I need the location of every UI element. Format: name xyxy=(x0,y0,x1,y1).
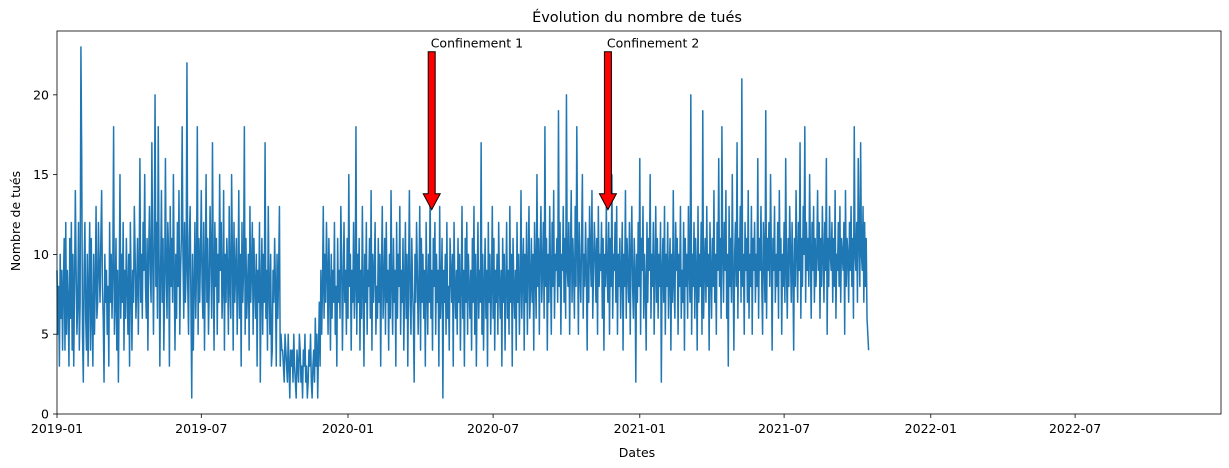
x-tick-label: 2020-07 xyxy=(467,421,519,436)
x-tick-label: 2022-01 xyxy=(905,421,957,436)
x-axis: 2019-01 2019-07 2020-01 2020-07 2021-01 2021-… xyxy=(31,414,1101,436)
data-series xyxy=(56,46,870,399)
y-tick-label: 15 xyxy=(33,167,49,182)
annotations: Confinement 1 Confinement 2 xyxy=(422,36,699,211)
x-axis-label: Dates xyxy=(619,445,655,460)
x-tick-label: 2021-01 xyxy=(614,421,666,436)
x-tick-label: 2021-07 xyxy=(758,421,810,436)
chart-title: Évolution du nombre de tués xyxy=(532,9,742,26)
annotation-label-1: Confinement 1 xyxy=(431,36,523,51)
x-tick-label: 2019-01 xyxy=(31,421,83,436)
y-tick-label: 0 xyxy=(41,407,49,422)
plot-frame xyxy=(56,30,1222,415)
y-axis-label: Nombre de tués xyxy=(8,171,23,271)
series-line-0 xyxy=(56,46,870,399)
y-axis: 0 5 10 15 20 xyxy=(33,87,57,422)
x-tick-label: 2020-01 xyxy=(322,421,374,436)
x-tick-label: 2022-07 xyxy=(1049,421,1101,436)
y-tick-label: 10 xyxy=(33,247,49,262)
x-tick-label: 2019-07 xyxy=(175,421,227,436)
annotation-arrow-2 xyxy=(598,51,618,211)
y-tick-label: 5 xyxy=(41,327,49,342)
annotation-label-2: Confinement 2 xyxy=(607,36,699,51)
y-tick-label: 20 xyxy=(33,87,49,102)
annotation-arrow-1 xyxy=(422,51,442,211)
